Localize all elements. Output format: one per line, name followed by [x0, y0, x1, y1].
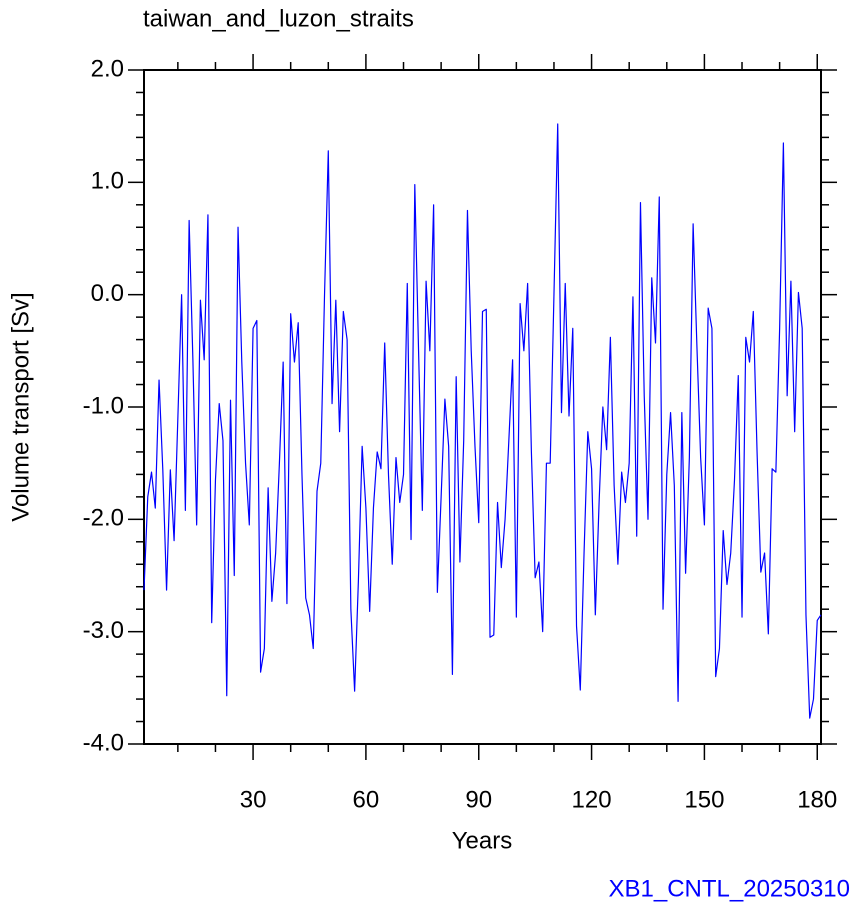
data-line: [143, 123, 822, 719]
y-tick-label: -1.0: [83, 392, 124, 419]
y-tick-label: -2.0: [83, 505, 124, 532]
y-tick-label: 1.0: [91, 168, 124, 195]
y-tick-label: -4.0: [83, 729, 124, 756]
x-tick-label: 60: [353, 786, 380, 813]
x-tick-label: 180: [797, 786, 837, 813]
x-tick-label: 120: [572, 786, 612, 813]
y-tick-label: 2.0: [91, 55, 124, 82]
y-tick-label: -3.0: [83, 617, 124, 644]
x-axis-label: Years: [452, 827, 513, 854]
x-tick-label: 90: [465, 786, 492, 813]
y-tick-label: 0.0: [91, 280, 124, 307]
footer: XB1_CNTL_20250310: [608, 875, 850, 902]
y-axis-label: Volume transport [Sv]: [7, 292, 34, 521]
x-tick-label: 150: [684, 786, 724, 813]
x-tick-label: 30: [240, 786, 267, 813]
chart-title: taiwan_and_luzon_straits: [143, 5, 414, 32]
